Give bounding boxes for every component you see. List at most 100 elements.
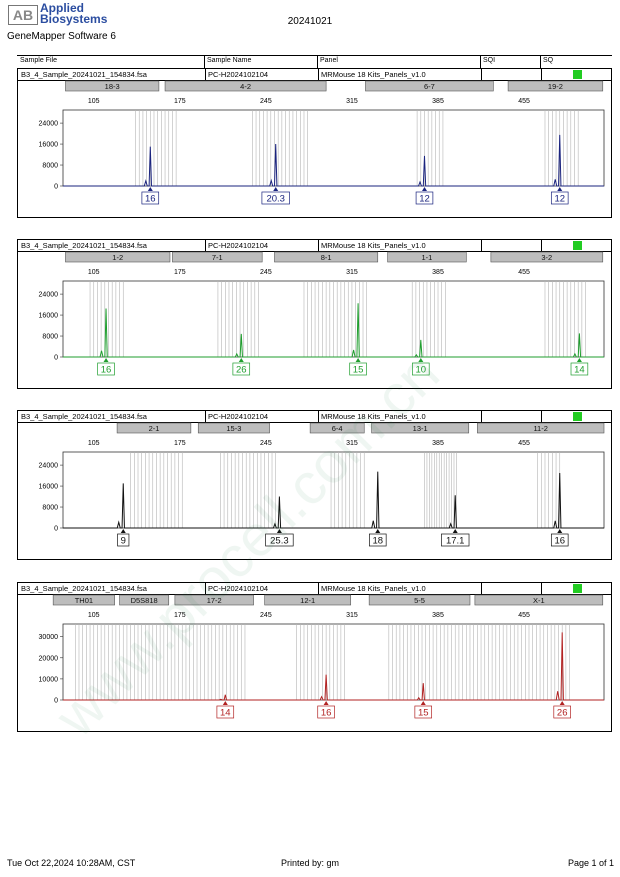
x-tick-label: 315 [346, 269, 358, 276]
allele-call-box [216, 705, 235, 719]
marker-bar [174, 594, 254, 606]
peak-marker [222, 701, 228, 705]
peak-marker [323, 701, 329, 705]
column-header-row: Sample File Sample Name Panel SQI SQ [17, 55, 612, 69]
electropherogram-chart: 18-3 4-2 6-7 19-2 105 175 245 315 385 455 0 8000 160… [39, 80, 605, 205]
marker-bar [164, 80, 327, 92]
footer-printed-by: Printed by: gm [281, 858, 340, 868]
x-tick-label: 315 [346, 612, 358, 619]
allele-call-box [317, 705, 335, 719]
marker-bar [477, 422, 605, 434]
panel-sample-file: B3_4_Sample_20241021_154834.fsa [21, 584, 147, 593]
allele-call-label: 16 [101, 365, 112, 376]
x-tick-label: 245 [260, 440, 272, 447]
col-sq: SQ [543, 57, 554, 64]
allele-call-box [117, 533, 130, 547]
panel-info-row: B3_4_Sample_20241021_154834.fsa PC-H20241… [18, 240, 611, 252]
marker-label: D5S818 [131, 596, 158, 605]
allele-call-box [550, 191, 569, 205]
marker-bar [116, 422, 192, 434]
marker-label: 18-3 [105, 82, 120, 91]
marker-label: 6-4 [332, 424, 343, 433]
marker-bar [490, 251, 604, 263]
allele-call-box [441, 533, 470, 547]
sq-status-indicator [573, 241, 582, 250]
footer-datetime: Tue Oct 22,2024 10:28AM, CST [7, 858, 136, 868]
allele-call-label: 20.3 [266, 194, 285, 205]
peak-marker [559, 701, 565, 705]
y-tick-label: 0 [54, 698, 58, 705]
allele-call-label: 15 [418, 708, 429, 719]
peak-marker [452, 529, 458, 533]
electropherogram-panel-1: B3_4_Sample_20241021_154834.fsa PC-H20241… [17, 68, 612, 218]
x-tick-label: 175 [174, 98, 186, 105]
marker-label: TH01 [75, 596, 93, 605]
marker-label: 11-2 [533, 424, 547, 433]
panel-sample-name: PC-H2024102104 [208, 241, 269, 250]
panel-sample-file: B3_4_Sample_20241021_154834.fsa [21, 70, 147, 79]
col-sqi: SQI [483, 57, 496, 64]
marker-label: 2-1 [149, 424, 160, 433]
allele-call-box [97, 362, 115, 376]
marker-label: 1-1 [422, 253, 433, 262]
x-tick-label: 455 [518, 612, 530, 619]
allele-call-label: 18 [372, 536, 383, 547]
y-tick-label: 8000 [42, 163, 58, 170]
allele-call-label: 12 [419, 194, 430, 205]
peak-marker [557, 529, 563, 533]
signal-trace [63, 471, 604, 529]
panel-info-row: B3_4_Sample_20241021_154834.fsa PC-H20241… [18, 583, 611, 595]
marker-bar [371, 422, 470, 434]
marker-bar [474, 594, 604, 606]
marker-label: 12-1 [300, 596, 315, 605]
x-tick-label: 455 [518, 269, 530, 276]
x-tick-label: 175 [174, 269, 186, 276]
allele-call-box [412, 362, 430, 376]
panel-panel-name: MRMouse 18 Kits_Panels_v1.0 [321, 241, 426, 250]
electropherogram-chart: 1-2 7-1 8-1 1-1 3-2 105 175 245 315 385 455 0 8000 16… [39, 251, 605, 376]
x-tick-label: 385 [432, 98, 444, 105]
y-tick-label: 30000 [39, 634, 59, 641]
marker-bar [65, 80, 160, 92]
x-tick-label: 105 [88, 612, 100, 619]
allele-call-label: 26 [557, 708, 568, 719]
x-tick-label: 385 [432, 440, 444, 447]
peak-marker [420, 701, 426, 705]
allele-call-label: 16 [321, 708, 332, 719]
panel-sample-name: PC-H2024102104 [208, 412, 269, 421]
y-tick-label: 8000 [42, 334, 58, 341]
brand-line-1: Applied [40, 1, 84, 15]
marker-label: X-1 [533, 596, 545, 605]
panel-panel-name: MRMouse 18 Kits_Panels_v1.0 [321, 584, 426, 593]
brand-line-2: Biosystems [40, 12, 108, 26]
peak-marker [273, 187, 279, 191]
sq-status-indicator [573, 70, 582, 79]
marker-bar [197, 422, 270, 434]
x-tick-label: 245 [260, 612, 272, 619]
x-tick-label: 245 [260, 269, 272, 276]
x-tick-label: 175 [174, 612, 186, 619]
allele-call-box [570, 362, 589, 376]
electropherogram-panel-2: B3_4_Sample_20241021_154834.fsa PC-H20241… [17, 239, 612, 389]
marker-bar [387, 251, 467, 263]
y-tick-label: 0 [54, 355, 58, 362]
peak-marker [276, 529, 282, 533]
marker-bar [52, 594, 115, 606]
allele-call-box [261, 191, 290, 205]
peak-marker [418, 358, 424, 362]
allele-call-label: 10 [416, 365, 427, 376]
allele-call-box [232, 362, 251, 376]
electropherogram-panel-3: B3_4_Sample_20241021_154834.fsa PC-H20241… [17, 410, 612, 560]
panel-panel-name: MRMouse 18 Kits_Panels_v1.0 [321, 70, 426, 79]
marker-bar [119, 594, 170, 606]
marker-label: 8-1 [321, 253, 332, 262]
marker-bar [365, 80, 494, 92]
marker-label: 3-2 [541, 253, 552, 262]
y-tick-label: 24000 [39, 292, 59, 299]
marker-bar [274, 251, 379, 263]
x-tick-label: 105 [88, 269, 100, 276]
allele-call-box [369, 533, 387, 547]
peak-marker [238, 358, 244, 362]
peak-marker [147, 187, 153, 191]
software-name: GeneMapper Software 6 [7, 31, 116, 42]
